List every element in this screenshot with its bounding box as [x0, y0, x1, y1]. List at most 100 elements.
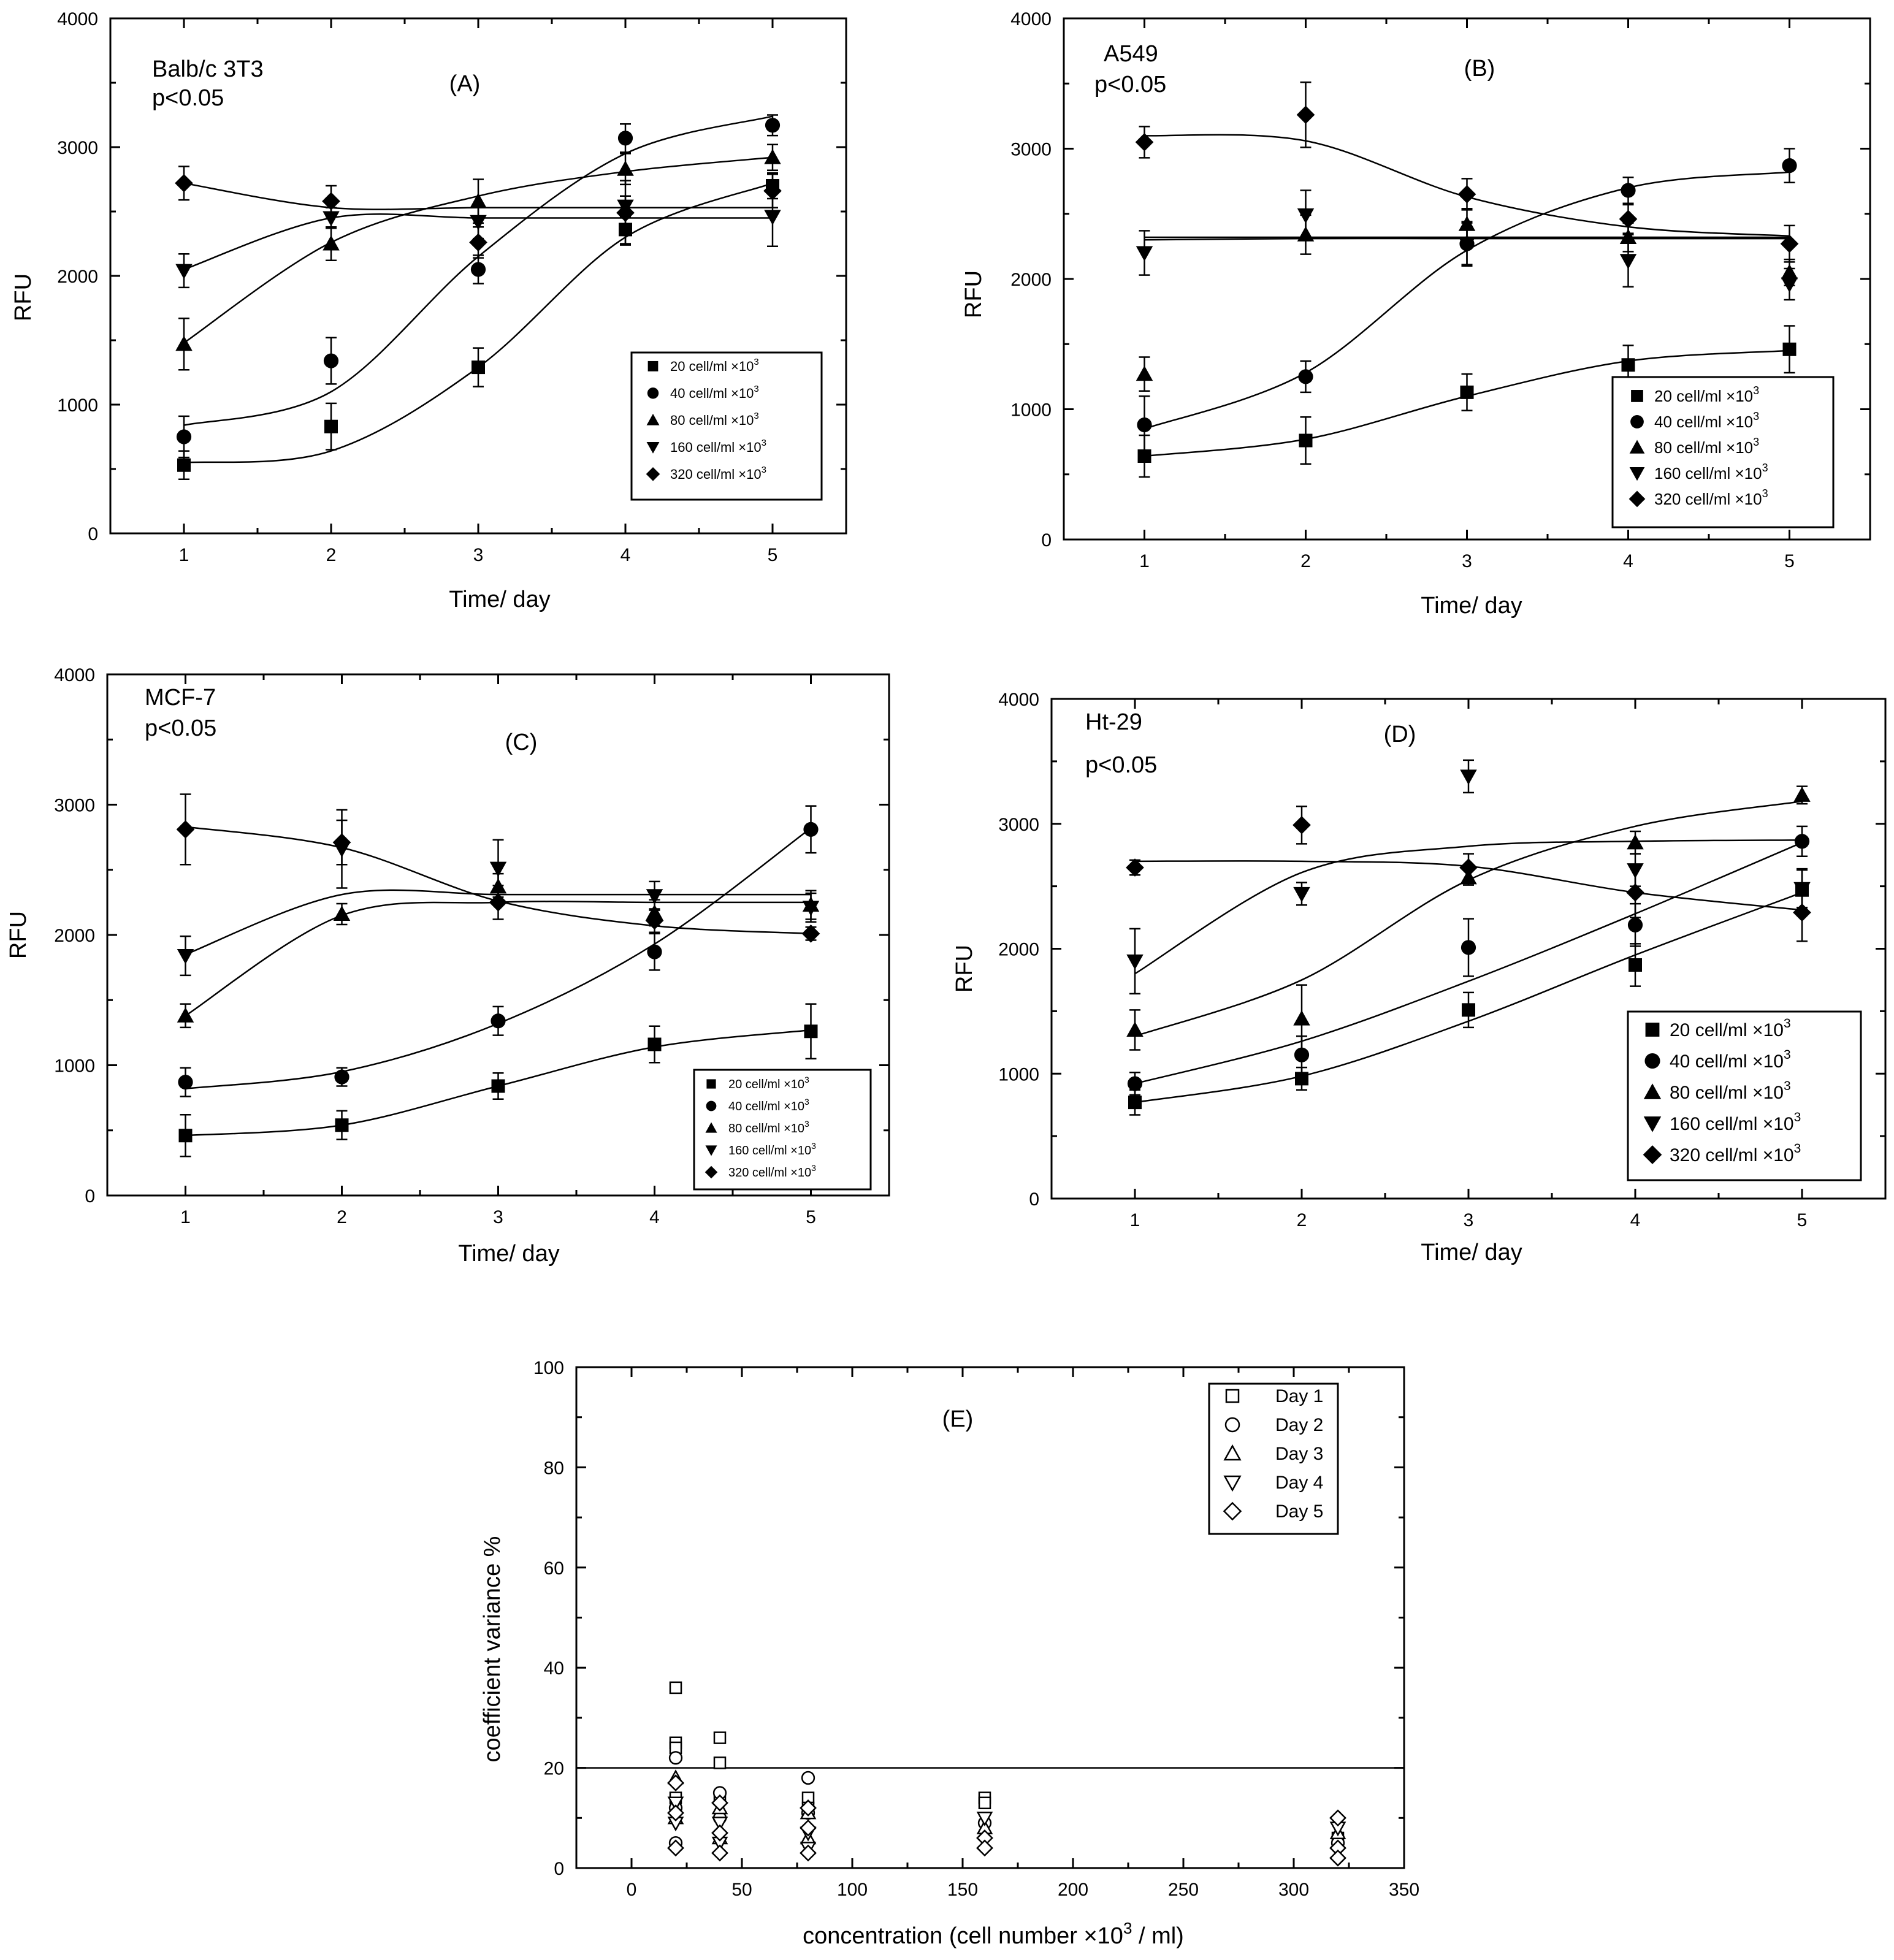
x-tick-label-d: 4 — [1630, 1210, 1641, 1230]
x-axis-label-c: Time/ day — [458, 1241, 559, 1267]
data-point-c-1 — [803, 822, 819, 837]
legend-marker-b-4 — [1629, 490, 1646, 508]
y-tick-label-d: 3000 — [998, 815, 1039, 835]
data-point-e-0 — [669, 1681, 682, 1695]
pvalue-c: p<0.05 — [145, 715, 216, 741]
x-tick-label-c: 4 — [649, 1207, 660, 1227]
plot-a: 0 1000 2000 3000 4000 1 2 3 4 5 — [57, 9, 847, 565]
x-tick-label-e: 250 — [1168, 1880, 1199, 1900]
x-tick-label-b: 2 — [1300, 551, 1311, 571]
legend-label-text: 80 cell/ml ×10 — [728, 1122, 804, 1135]
y-tick-label-e: 80 — [544, 1458, 564, 1478]
legend-label-exp: 3 — [1753, 410, 1759, 422]
legend-marker-b-0 — [1631, 390, 1643, 402]
data-point-a-0 — [177, 458, 191, 472]
data-point-d-1 — [1461, 940, 1476, 955]
legend-marker-a-0 — [647, 360, 659, 372]
data-point-b-1 — [1137, 417, 1152, 433]
data-point-c-4 — [332, 833, 351, 852]
legend-marker-e-0 — [1225, 1389, 1240, 1403]
legend-label-text: 320 cell/ml ×10 — [1670, 1145, 1794, 1165]
legend-label-b-2: 80 cell/ml ×103 — [1654, 436, 1759, 457]
data-point-c-2 — [333, 906, 351, 921]
legend-marker-a-4 — [646, 467, 660, 481]
y-axis-label-e: coefficient variance % — [479, 1536, 505, 1763]
legend-label-b-4: 320 cell/ml ×103 — [1654, 487, 1768, 508]
data-point-a-1 — [176, 429, 192, 444]
legend-box-a — [630, 351, 823, 501]
legend-label-text: 20 cell/ml ×10 — [728, 1078, 804, 1091]
y-tick-label-d: 0 — [1029, 1189, 1039, 1210]
x-axis-label-b: Time/ day — [1421, 593, 1522, 619]
x-tick-label-c: 5 — [806, 1207, 816, 1227]
data-point-c-0 — [647, 1037, 662, 1051]
legend-label-text: 40 cell/ml ×10 — [728, 1100, 804, 1113]
y-tick-label-e: 100 — [533, 1358, 564, 1378]
y-axis-label-c: RFU — [6, 911, 31, 959]
data-point-e-1 — [668, 1751, 683, 1765]
y-tick-label-c: 3000 — [54, 796, 95, 816]
legend-label-text: 320 cell/ml ×10 — [1654, 490, 1762, 508]
data-point-a-4 — [616, 204, 635, 222]
data-point-a-2 — [470, 193, 487, 208]
data-point-e-3 — [711, 1817, 728, 1832]
legend-label-text: 20 cell/ml ×10 — [670, 359, 754, 374]
legend-marker-b-1 — [1630, 415, 1644, 429]
legend-label-a-2: 80 cell/ml ×103 — [670, 411, 759, 428]
data-point-e-4 — [667, 1839, 684, 1857]
legend-e: Day 1 Day 2 Day 3 Day 4 Day 5 — [1208, 1382, 1339, 1535]
data-point-a-1 — [470, 262, 486, 277]
cell-line-a: Balb/c 3T3 — [152, 56, 264, 82]
x-tick-label-e: 300 — [1278, 1880, 1309, 1900]
data-point-c-1 — [334, 1069, 349, 1085]
data-point-c-3 — [177, 949, 194, 964]
legend-marker-e-3 — [1223, 1475, 1242, 1492]
data-point-e-4 — [667, 1804, 684, 1822]
legend-label-exp: 3 — [1794, 1142, 1801, 1156]
data-point-a-1 — [323, 353, 339, 368]
legend-label-a-1: 40 cell/ml ×103 — [670, 384, 759, 401]
legend-label-text: 40 cell/ml ×10 — [1654, 413, 1753, 431]
data-point-d-4 — [1293, 815, 1311, 834]
y-axis-label-b: RFU — [961, 270, 987, 318]
legend-marker-e-1 — [1224, 1417, 1240, 1433]
data-point-a-3 — [323, 211, 340, 227]
legend-label-exp: 3 — [811, 1163, 816, 1173]
data-point-b-3 — [1297, 208, 1315, 224]
data-point-d-0 — [1629, 958, 1642, 972]
x-tick-label-c: 1 — [180, 1207, 191, 1227]
legend-marker-c-3 — [705, 1145, 717, 1156]
data-point-c-4 — [645, 911, 664, 930]
legend-marker-d-1 — [1644, 1053, 1660, 1069]
legend-marker-b-2 — [1629, 440, 1645, 454]
y-tick-label-d: 4000 — [998, 690, 1039, 710]
plot-d: 0 1000 2000 3000 4000 1 2 3 4 5 — [998, 690, 1887, 1230]
legend-label-text: 160 cell/ml ×10 — [728, 1144, 811, 1157]
legend-label-a-0: 20 cell/ml ×103 — [670, 357, 759, 374]
legend-marker-d-4 — [1643, 1145, 1662, 1164]
data-point-c-3 — [646, 889, 663, 904]
data-point-e-4 — [976, 1839, 993, 1857]
x-tick-label-e: 0 — [627, 1880, 637, 1900]
x-tick-label-c: 2 — [337, 1207, 347, 1227]
legend-label-exp: 3 — [811, 1141, 816, 1151]
data-point-e-3 — [667, 1796, 684, 1812]
panel-title-e: (E) — [942, 1406, 974, 1432]
data-point-a-1 — [617, 131, 633, 146]
panel-a: 0 1000 2000 3000 4000 1 2 3 4 5 Balb/c 3T3 p<0.05… — [10, 9, 847, 612]
data-point-d-1 — [1794, 834, 1810, 849]
legend-label-text: 320 cell/ml ×10 — [728, 1166, 811, 1180]
legend-label-text: 20 cell/ml ×10 — [1670, 1020, 1784, 1040]
data-point-b-1 — [1782, 158, 1797, 174]
data-point-c-0 — [335, 1118, 349, 1132]
cell-line-b: A549 — [1104, 41, 1158, 67]
data-point-b-3 — [1781, 277, 1798, 293]
data-point-e-4 — [667, 1774, 684, 1792]
data-point-a-2 — [175, 335, 193, 351]
legend-label-e-4: Day 5 — [1275, 1501, 1323, 1522]
y-tick-label-b: 4000 — [1010, 9, 1052, 29]
data-point-c-4 — [176, 820, 195, 839]
